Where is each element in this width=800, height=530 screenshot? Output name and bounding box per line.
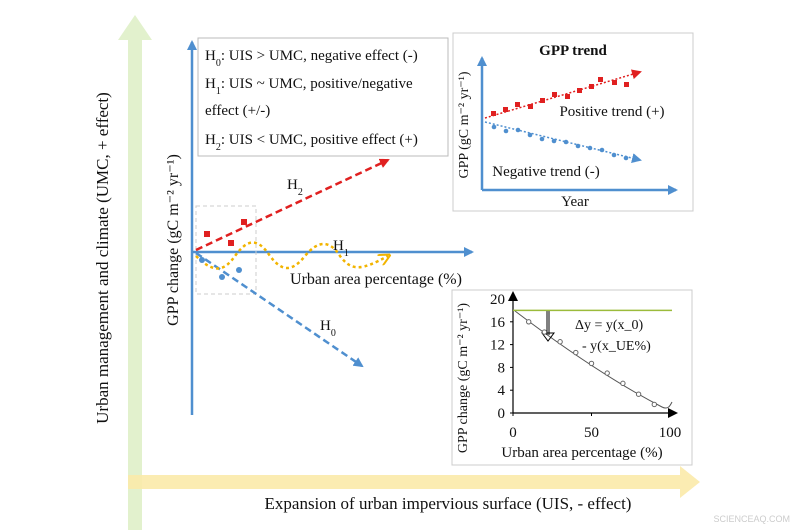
- x-tick-label: 100: [659, 425, 682, 441]
- annotation: Δy = y(x_0): [575, 318, 644, 333]
- data-point: [604, 370, 610, 376]
- fit-curve: [514, 310, 673, 409]
- sample-point: [199, 257, 205, 263]
- sample-point: [219, 274, 225, 280]
- gpp-inset: GPP change (gC m⁻² yr⁻¹) Urban area perc…: [451, 289, 693, 466]
- data-point: [541, 329, 548, 335]
- main-y-label: GPP change (gC m⁻² yr⁻¹): [165, 154, 182, 326]
- data-point: [573, 349, 579, 356]
- gpp-y-label: GPP change (gC m⁻² yr⁻¹): [456, 303, 471, 454]
- x-tick-label: 0: [509, 425, 517, 441]
- hypothesis: H2: UIS < UMC, positive effect (+): [205, 132, 418, 153]
- delta-arrow: [541, 311, 555, 342]
- y-tick-label: 4: [498, 383, 506, 399]
- trend-inset: [452, 32, 694, 212]
- x-tick-label: 50: [584, 425, 599, 441]
- hypothesis: effect (+/-): [205, 103, 270, 119]
- path-label: H0: [320, 318, 336, 339]
- umc-arrow: [118, 15, 152, 530]
- data-point: [620, 380, 626, 387]
- data-point: [588, 360, 595, 367]
- sample-point: [228, 240, 234, 246]
- path-label: H1: [333, 238, 349, 259]
- watermark: SCIENCEAQ.COM: [713, 514, 790, 524]
- sample-point: [241, 219, 247, 225]
- umc-label: Urban management and climate (UMC, + eff…: [93, 92, 112, 424]
- h0-path: [195, 251, 364, 368]
- path-label: H2: [287, 177, 303, 198]
- y-tick-label: 0: [498, 406, 506, 422]
- data-point: [651, 401, 657, 408]
- y-tick-label: 16: [490, 315, 506, 331]
- positive-points: [491, 77, 629, 116]
- sample-point: [204, 231, 210, 237]
- y-tick-label: 12: [490, 338, 505, 354]
- trend-x-label: Year: [561, 194, 589, 210]
- h2-path: [195, 158, 390, 252]
- sample-point: [236, 267, 242, 273]
- hypothesis: H0: UIS > UMC, negative effect (-): [205, 48, 418, 69]
- trend-y-label: GPP (gC m⁻² yr⁻¹): [457, 71, 472, 178]
- data-point: [635, 391, 642, 397]
- y-tick-label: 8: [498, 360, 506, 376]
- uis-label: Expansion of urban impervious surface (U…: [265, 494, 632, 513]
- uis-arrow: [128, 466, 700, 498]
- h1-path: [195, 241, 388, 270]
- negative-label: Negative trend (-): [492, 164, 599, 180]
- y-tick-label: 20: [490, 292, 505, 308]
- gpp-x-label: Urban area percentage (%): [501, 445, 662, 461]
- positive-trend-line: [484, 69, 642, 119]
- trend-title: GPP trend: [539, 43, 607, 59]
- data-point: [557, 339, 563, 345]
- positive-label: Positive trend (+): [559, 104, 664, 120]
- hypotheses-box: [197, 37, 449, 157]
- main-x-label: Urban area percentage (%): [290, 271, 462, 288]
- gpp-inset-frame: [451, 289, 693, 466]
- data-point: [526, 319, 532, 325]
- hypothesis: H1: UIS ~ UMC, positive/negative: [205, 76, 413, 97]
- negative-points: [491, 124, 629, 161]
- annotation: - y(x_UE%): [582, 339, 651, 354]
